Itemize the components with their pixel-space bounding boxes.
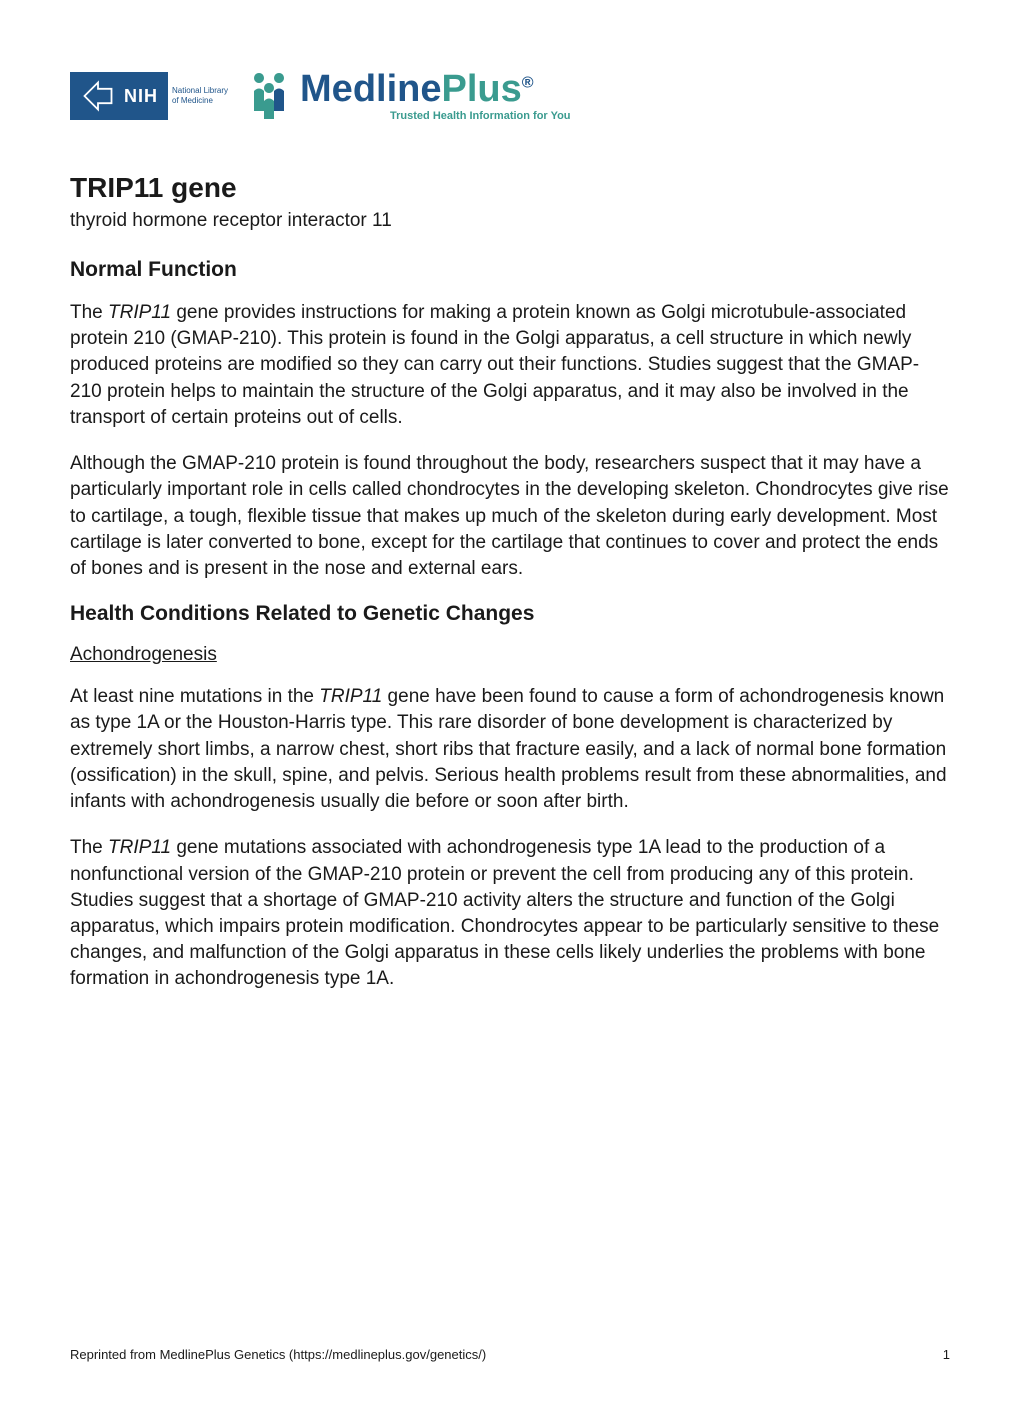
normal-function-para1: The TRIP11 gene provides instructions fo… (70, 300, 950, 431)
health-conditions-para2: The TRIP11 gene mutations associated wit… (70, 835, 950, 992)
section-heading-health-conditions: Health Conditions Related to Genetic Cha… (70, 602, 950, 626)
hc-p1-pre: At least nine mutations in the (70, 686, 319, 707)
medlineplus-logo: NIH National Library of Medicine Medline… (70, 70, 950, 122)
hc-p2-pre: The (70, 837, 108, 858)
section-heading-normal-function: Normal Function (70, 258, 950, 282)
page-title: TRIP11 gene (70, 172, 950, 204)
footer-source: Reprinted from MedlinePlus Genetics (htt… (70, 1347, 486, 1362)
nlm-line1: National Library (172, 86, 228, 96)
nlm-label: National Library of Medicine (172, 86, 228, 105)
brand-prefix: Medline (300, 68, 441, 110)
brand-tagline: Trusted Health Information for You (390, 110, 571, 122)
gene-name: TRIP11 (319, 686, 382, 707)
nih-arrow-icon (80, 78, 116, 114)
hc-p2-post: gene mutations associated with achondrog… (70, 837, 939, 989)
gene-name: TRIP11 (108, 302, 171, 323)
nih-badge: NIH (70, 72, 168, 120)
medlineplus-people-icon (244, 71, 294, 121)
medlineplus-wordmark: MedlinePlus® Trusted Health Information … (300, 70, 571, 122)
nih-text: NIH (124, 86, 158, 107)
gene-name: TRIP11 (108, 837, 171, 858)
registered-mark: ® (522, 74, 534, 91)
brand-suffix: Plus (442, 68, 522, 110)
normal-function-para2: Although the GMAP-210 protein is found t… (70, 451, 950, 582)
nlm-line2: of Medicine (172, 96, 228, 106)
page-footer: Reprinted from MedlinePlus Genetics (htt… (70, 1347, 950, 1362)
nf-p1-post: gene provides instructions for making a … (70, 302, 919, 428)
brand-name: MedlinePlus® (300, 70, 571, 108)
page-subtitle: thyroid hormone receptor interactor 11 (70, 210, 950, 232)
subsection-heading-achondrogenesis: Achondrogenesis (70, 644, 950, 666)
footer-page-number: 1 (943, 1347, 950, 1362)
nf-p1-pre: The (70, 302, 108, 323)
health-conditions-para1: At least nine mutations in the TRIP11 ge… (70, 684, 950, 815)
